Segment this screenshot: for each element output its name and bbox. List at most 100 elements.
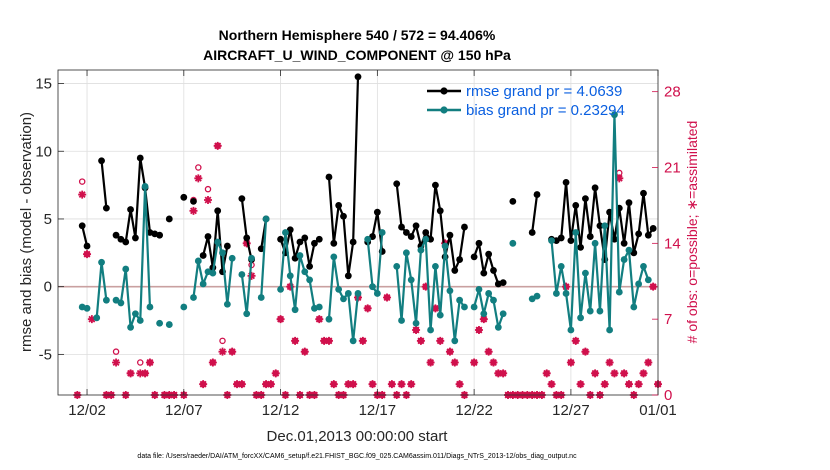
bias-point (378, 229, 386, 236)
obs-assimilated-point (363, 304, 372, 313)
obs-assimilated-point (315, 315, 324, 324)
obs-assimilated-point (407, 380, 416, 389)
y-axis-right-label: # of obs: o=possible; ∗=assimilated (684, 121, 700, 344)
bias-point (499, 310, 507, 318)
obs-assimilated-point (208, 358, 217, 367)
rmse-point (398, 223, 405, 231)
obs-assimilated-point (78, 190, 87, 199)
rmse-point (335, 202, 343, 209)
obs-assimilated-point (324, 336, 333, 345)
bias-point (644, 276, 652, 284)
bias-point (436, 311, 444, 319)
y-right-tick-label: 7 (664, 311, 672, 328)
bias-point (364, 235, 372, 243)
bias-point (262, 215, 270, 223)
rmse-point (156, 231, 164, 239)
obs-assimilated-point (412, 326, 421, 334)
rmse-point (296, 238, 304, 246)
plot-frame (57, 69, 659, 396)
obs-assimilated-point (237, 380, 246, 389)
bias-point (533, 292, 541, 300)
rmse-point (577, 243, 584, 251)
rmse-point (446, 231, 454, 239)
obs-assimilated-point (397, 380, 406, 389)
obs-assimilated-point (620, 369, 629, 378)
rmse-point (112, 231, 120, 239)
y-right-tick-label: 14 (664, 235, 681, 252)
y-tick-label: 15 (35, 76, 52, 93)
data-file-footer: data file: /Users/raeder/DAI/ATM_forcXX/… (137, 453, 577, 460)
bias-point (291, 306, 299, 314)
obs-assimilated-point (383, 293, 392, 302)
legend: rmse grand pr = 4.0639 bias grand pr = 0… (427, 83, 625, 119)
rmse-point (315, 235, 323, 243)
bias-point (601, 222, 609, 230)
bias-point (315, 303, 323, 311)
obs-possible-point (137, 359, 144, 366)
obs-assimilated-point (262, 380, 271, 389)
bias-point (127, 323, 134, 331)
bias-point (277, 285, 284, 293)
rmse-point (567, 237, 575, 245)
bias-point (441, 242, 449, 250)
rmse-point (102, 204, 110, 212)
obs-assimilated-point (266, 380, 275, 389)
rmse-point (591, 184, 599, 192)
rmse-point (306, 262, 314, 270)
rmse-point (238, 195, 246, 203)
y-tick-label: 0 (44, 279, 52, 296)
bias-point (180, 303, 188, 311)
obs-assimilated-point (591, 369, 600, 378)
rmse-point (340, 212, 347, 220)
x-tick-label: 12/02 (68, 402, 106, 419)
bias-point (567, 326, 575, 334)
rmse-point (422, 229, 430, 236)
obs-assimilated-point (639, 369, 648, 378)
obs-assimilated-point (474, 326, 483, 334)
rmse-point (456, 256, 464, 263)
obs-assimilated-point (141, 369, 150, 378)
bias-point (606, 326, 614, 334)
obs-assimilated-point (542, 369, 551, 378)
obs-assimilated-point (470, 358, 479, 367)
obs-assimilated-point (600, 380, 609, 389)
rmse-point (557, 234, 565, 242)
rmse-point (586, 233, 594, 240)
bias-point (572, 229, 580, 236)
obs-assimilated-point (436, 336, 445, 345)
obs-assimilated-point (581, 347, 590, 356)
obs-assimilated-point (576, 380, 585, 389)
bias-point (635, 280, 643, 288)
obs-assimilated-point (218, 347, 227, 356)
bias-point (349, 337, 357, 345)
bias-point (98, 258, 105, 266)
rmse-point (475, 239, 483, 247)
rmse-point (499, 279, 507, 287)
obs-assimilated-point (286, 282, 295, 291)
y-right-tick-label: 28 (664, 84, 681, 101)
bias-point (596, 307, 604, 315)
rmse-point (311, 239, 318, 247)
bias-point (490, 296, 497, 304)
rmse-point (620, 239, 628, 247)
obs-assimilated-point (194, 174, 203, 183)
bias-point (451, 337, 459, 345)
bias-point (340, 295, 347, 303)
bias-point (427, 326, 434, 334)
bias-point (219, 249, 226, 257)
obs-assimilated-point (358, 336, 367, 345)
obs-assimilated-point (83, 250, 92, 259)
obs-assimilated-point (610, 369, 619, 378)
rmse-point (165, 215, 173, 223)
obs-assimilated-point (204, 196, 212, 204)
bias-point (146, 303, 154, 311)
bias-point (456, 296, 464, 304)
bias-point (223, 300, 231, 308)
bias-point (407, 276, 415, 284)
rmse-point (393, 180, 401, 188)
obs-assimilated-point (634, 380, 643, 389)
obs-assimilated-point (445, 347, 454, 356)
obs-assimilated-point (329, 380, 338, 389)
bias-point (132, 310, 139, 318)
rmse-point (257, 245, 265, 253)
